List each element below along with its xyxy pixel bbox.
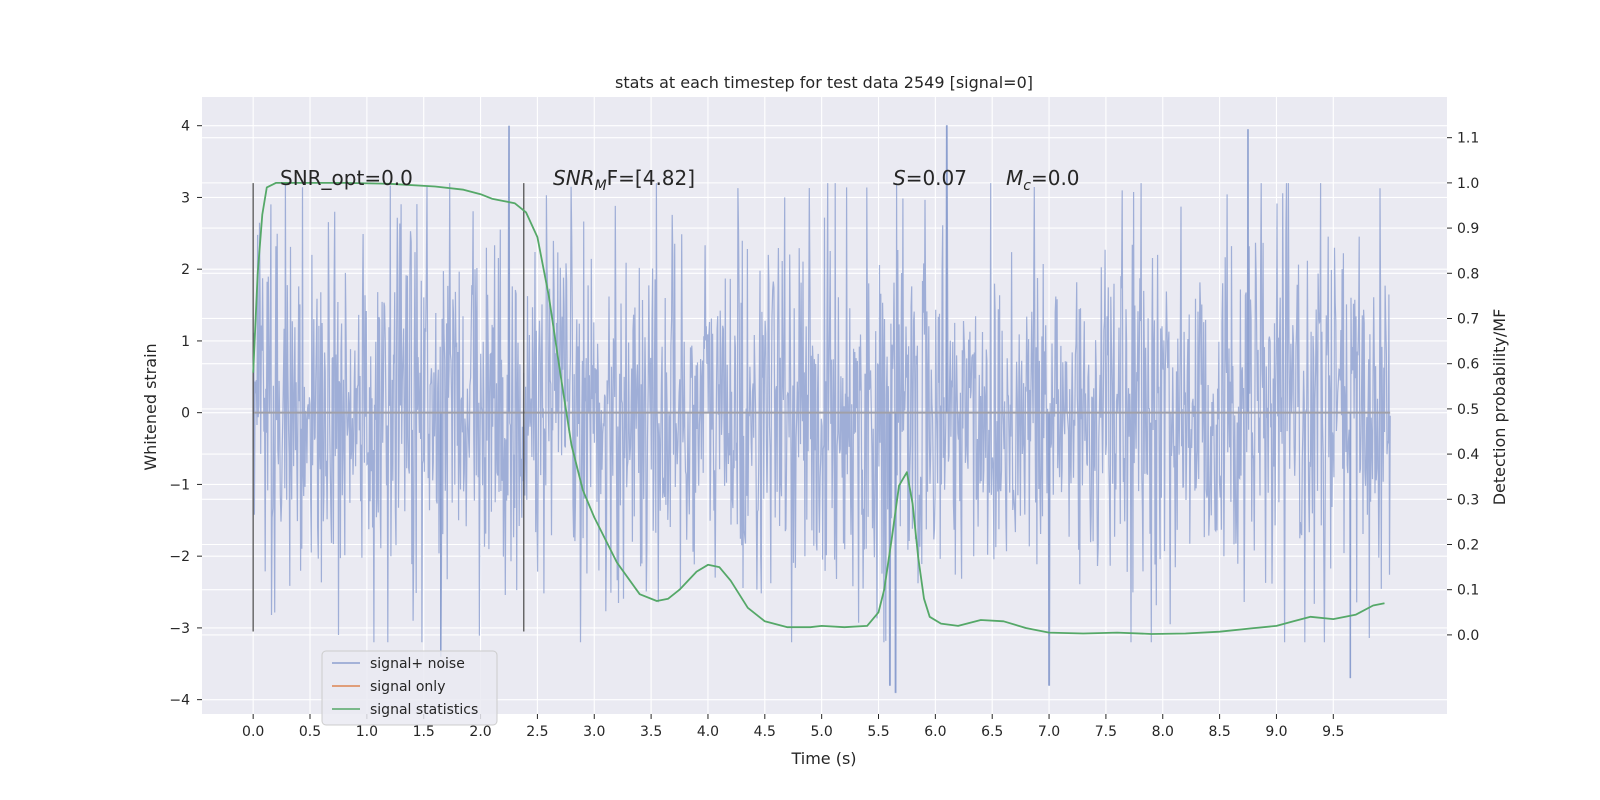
annotation-s-value: =0.07 (906, 166, 967, 190)
y2-tick-label-5: 0.5 (1457, 402, 1479, 418)
y-tick-label-4: 0 (181, 406, 190, 422)
noise-series-line (252, 125, 1391, 694)
x-tick-label-4: 2.0 (469, 724, 491, 740)
y2-tick-label-3: 0.3 (1457, 492, 1479, 508)
x-tick-label-16: 8.0 (1152, 724, 1174, 740)
x-tick-label-8: 4.0 (697, 724, 719, 740)
x-tick-label-15: 7.5 (1095, 724, 1117, 740)
legend-label-signal-statistics: signal statistics (370, 702, 478, 718)
y2-tick-label-4: 0.4 (1457, 447, 1479, 463)
x-tick-label-0: 0.0 (242, 724, 264, 740)
y-tick-label-8: 4 (181, 119, 190, 135)
y2-tick-label-7: 0.7 (1457, 311, 1479, 327)
chart-title: stats at each timestep for test data 254… (615, 73, 1033, 92)
y2-tick-label-6: 0.6 (1457, 357, 1479, 373)
annotation-mc-value: =0.0 (1031, 166, 1080, 190)
legend-label-signal-noise: signal+ noise (370, 656, 465, 672)
annotation-s: S=0.07 (893, 166, 967, 190)
y-tick-label-2: −2 (169, 549, 190, 565)
legend-box (321, 650, 498, 726)
y2-tick-label-9: 0.9 (1457, 221, 1479, 237)
y2-tick-label-11: 1.1 (1457, 131, 1479, 147)
signal-statistics-group (252, 181, 1385, 635)
x-axis-label: Time (s) (790, 749, 856, 768)
x-tick-label-14: 7.0 (1038, 724, 1060, 740)
y2-tick-label-1: 0.1 (1457, 583, 1479, 599)
y2-tick-label-8: 0.8 (1457, 266, 1479, 282)
legend: signal+ noise signal only signal statist… (321, 650, 498, 726)
x-tick-label-1: 0.5 (299, 724, 321, 740)
y-tick-label-5: 1 (181, 334, 190, 350)
x-tick-label-11: 5.5 (867, 724, 889, 740)
y2-tick-label-2: 0.2 (1457, 537, 1479, 553)
y-tick-label-0: −4 (169, 693, 190, 709)
legend-label-signal-only: signal only (370, 679, 445, 695)
y2-axis-label: Detection probability/MF (1490, 309, 1509, 506)
x-tick-label-12: 6.0 (924, 724, 946, 740)
y2-tick-label-0: 0.0 (1457, 628, 1479, 644)
x-tick-label-19: 9.5 (1322, 724, 1344, 740)
x-tick-label-17: 8.5 (1208, 724, 1230, 740)
annotation-snr-mf-name: SNR (553, 166, 595, 190)
x-tick-label-3: 1.5 (413, 724, 435, 740)
x-tick-label-7: 3.5 (640, 724, 662, 740)
y-tick-label-3: −1 (169, 477, 190, 493)
y-tick-label-6: 2 (181, 262, 190, 278)
x-tick-label-18: 9.0 (1265, 724, 1287, 740)
annotation-mc: Mc=0.0 (1006, 166, 1080, 194)
x-tick-label-6: 3.0 (583, 724, 605, 740)
annotation-snr-opt: SNR_opt=0.0 (280, 166, 413, 190)
annotation-snr-mf-rest: F=[4.82] (607, 166, 695, 190)
annotation-mc-sub: c (1023, 178, 1031, 194)
signal-statistics-line (252, 181, 1385, 635)
y-axis-label: Whitened strain (141, 343, 160, 470)
annotation-snr-mf-sub: M (595, 178, 607, 194)
x-tick-label-9: 4.5 (754, 724, 776, 740)
y-tick-label-7: 3 (181, 190, 190, 206)
annotation-snr-mf: SNRMF=[4.82] (553, 166, 695, 194)
tick-labels-group: 0.0 0.5 1.0 1.5 2.0 2.5 3.0 3.5 4.0 4.5 5.0 5.5 6.0 6… (169, 119, 1479, 740)
x-tick-label-13: 6.5 (981, 724, 1003, 740)
noise-series-group (252, 125, 1391, 694)
x-tick-label-10: 5.0 (811, 724, 833, 740)
marker-lines-group (252, 183, 525, 632)
y-tick-label-1: −3 (169, 621, 190, 637)
y2-tick-label-10: 1.0 (1457, 176, 1479, 192)
x-tick-label-2: 1.0 (356, 724, 378, 740)
x-tick-label-5: 2.5 (526, 724, 548, 740)
annotation-mc-name: M (1006, 166, 1023, 190)
annotation-s-name: S (893, 166, 906, 190)
